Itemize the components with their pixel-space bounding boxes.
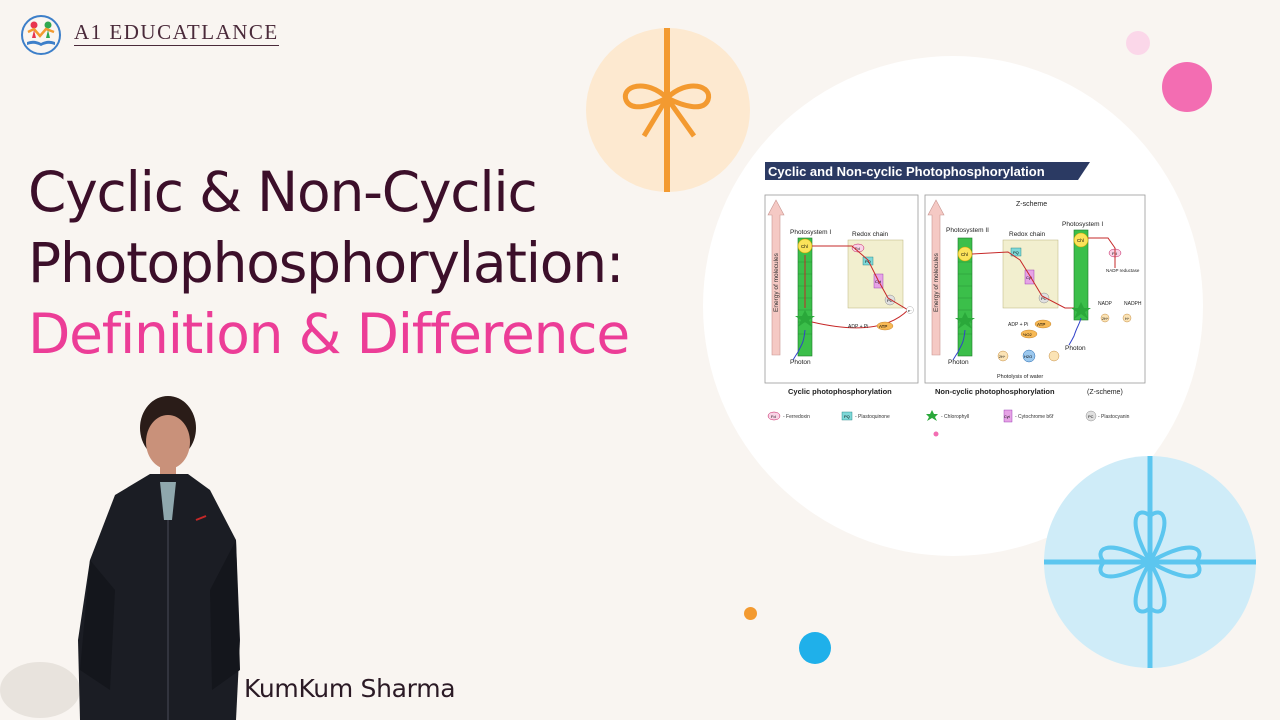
cyclic-photon-wave [792, 329, 806, 361]
energy-arrow-cyclic [767, 199, 785, 356]
legend-chl-label: - Chlorophyll [941, 414, 969, 420]
legend-tag-pc: PC [1088, 414, 1094, 419]
legend-pc-label: - Plastocyanin [1098, 414, 1130, 420]
cyclic-e-tag: e⁻ [908, 309, 912, 313]
noncyclic-redox-label: Redox chain [1009, 231, 1046, 238]
brand-name: A1 EDUCATLANCE [74, 20, 279, 46]
two-h-tag-right: 2H⁺ [1102, 317, 1108, 321]
noncyclic-adp-label: ADP + Pi [1008, 322, 1028, 328]
noncyclic-electron-path [971, 251, 1080, 309]
legend-fd-label: - Ferredoxin [783, 414, 810, 420]
ps2-chlorophyll-star [955, 312, 975, 329]
cyclic-chlorophyll-star [795, 310, 815, 327]
legend-tag-fd: Fd [771, 414, 776, 419]
photolysis-label: Photolysis of water [997, 374, 1043, 380]
cyclic-pc-tag: PC [887, 298, 893, 303]
cyclic-atp-label: ATP [879, 324, 887, 329]
legend-tag-pq: PQ [844, 414, 850, 419]
diagram-legend: Fd - Ferredoxin PQ - Plastoquinone - Chl… [767, 409, 1130, 423]
energy-arrow-noncyclic [927, 199, 945, 356]
two-h-tag-left: 2H⁺ [999, 355, 1005, 359]
flower-ribbon-blue-icon [1044, 456, 1256, 668]
h2o-label: H2O [1024, 354, 1032, 359]
h-tag-right: H⁺ [1125, 317, 1130, 321]
legend-tag-cyt: Cyt [1004, 415, 1011, 419]
zscheme-label: Z-scheme [1016, 201, 1047, 208]
cyclic-electron-path [811, 245, 909, 329]
noncyclic-caption: Non-cyclic photophosphorylation [935, 387, 1055, 396]
cyclic-adp-label: ADP + Pi [848, 324, 868, 330]
presenter-photo [0, 396, 240, 720]
ps2-photon-wave [952, 329, 966, 361]
cyclic-chl-tag: Chl [801, 244, 808, 249]
ps2-chl-tag: Chl [961, 252, 968, 257]
source-watermark-icon [933, 431, 939, 437]
ps1-photon-wave [1068, 317, 1082, 346]
nadph-label: NADPH [1124, 301, 1142, 307]
decor-dot-pink-light [1126, 31, 1150, 55]
diagram-header: Cyclic and Non-cyclic Photophosphorylati… [768, 164, 1045, 179]
decor-dot-blue [799, 632, 831, 664]
half-o2-bubble [1020, 329, 1038, 339]
noncyclic-pq-tag: PQ [1013, 250, 1019, 255]
ribbon-bow-orange-icon [622, 28, 712, 192]
legend-cyt-label: - Cytochrome b6f [1015, 414, 1054, 420]
ps1-photon-label: Photon [1065, 345, 1086, 352]
noncyclic-fd-tag: Fd [1112, 251, 1117, 256]
nadp-reductase-label: NADP reductase [1106, 268, 1140, 273]
ps1-column [1073, 229, 1089, 321]
noncyclic-pc-tag: PC [1041, 296, 1047, 301]
page-subtitle: Definition & Difference [28, 302, 630, 366]
noncyclic-cyt-tag: Cyt [1026, 275, 1033, 280]
cyclic-pq-tag: PQ [865, 259, 871, 264]
ps2-label: Photosystem II [946, 227, 989, 234]
energy-label-noncyclic: Energy of molecules [933, 252, 940, 312]
noncyclic-atp-bubble [1034, 319, 1052, 329]
nadp-label: NADP [1098, 301, 1113, 307]
half-o2-label: ½O2 [1023, 332, 1032, 337]
photophosphorylation-diagram: Cyclic and Non-cyclic Photophosphorylati… [764, 162, 1146, 437]
brand-logo-icon [21, 15, 61, 55]
noncyclic-caption-suffix: (Z-scheme) [1087, 389, 1123, 396]
cyclic-redox-label: Redox chain [852, 231, 889, 238]
cyclic-photon-label: Photon [790, 359, 811, 366]
cyclic-caption: Cyclic photophosphorylation [788, 387, 892, 396]
cyclic-photosystem-label: Photosystem I [790, 229, 831, 236]
energy-label-cyclic: Energy of molecules [773, 252, 780, 312]
diagram-header-banner [765, 162, 1090, 180]
ps2-photon-label: Photon [948, 359, 969, 366]
ps1-chlorophyll-star [1071, 302, 1091, 319]
page-title-line-1: Cyclic & Non-Cyclic [28, 160, 538, 224]
cyclic-fd-tag: Fd [855, 246, 860, 251]
h2o-bubble [1022, 349, 1036, 363]
decor-dot-pink [1162, 62, 1212, 112]
noncyclic-atp-label: ATP [1037, 322, 1045, 327]
cyclic-atp-bubble [876, 321, 894, 331]
ps1-label: Photosystem I [1062, 221, 1103, 228]
page-title-line-2: Photophosphorylation: [28, 231, 624, 295]
decor-dot-orange [744, 607, 757, 620]
ps1-chl-tag: Chl [1077, 238, 1084, 243]
legend-chlorophyll-icon [926, 410, 938, 421]
legend-pq-label: - Plastoquinone [855, 414, 890, 420]
presenter-name: KumKum Sharma [244, 674, 456, 703]
